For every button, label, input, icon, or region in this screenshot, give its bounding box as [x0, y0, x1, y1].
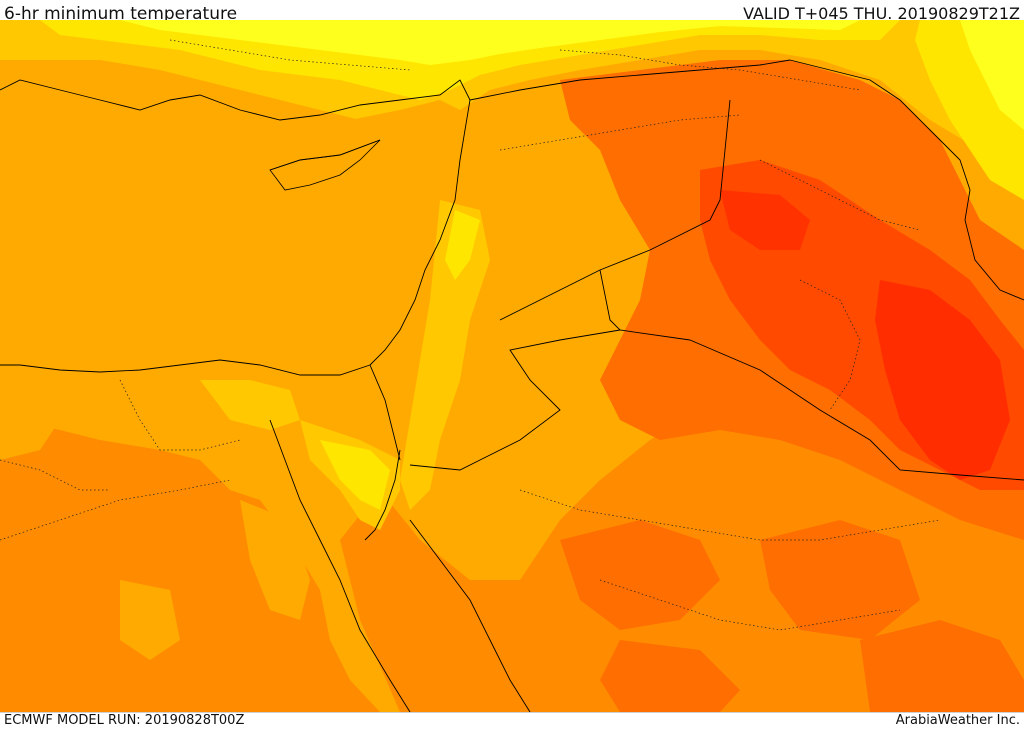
turkey-south-coast	[0, 79, 471, 121]
cyprus-outline	[269, 139, 381, 171]
egypt-north-coast	[0, 359, 371, 376]
levant-coast	[369, 99, 471, 366]
dotted-boundary-2	[119, 379, 241, 451]
syria-turkey-border	[469, 59, 791, 101]
egypt-orange-zone	[0, 420, 380, 712]
map-canvas	[0, 20, 1024, 712]
dotted-boundary-7	[0, 459, 110, 491]
jordan-saudi-border	[409, 329, 621, 471]
internal-boundaries	[0, 39, 941, 631]
sinai-light-yellow-zone	[320, 440, 390, 510]
footer-bar: ECMWF MODEL RUN: 20190828T00Z ArabiaWeat…	[0, 712, 1024, 729]
dotted-boundary-9	[169, 39, 411, 71]
egypt-streak-2	[120, 580, 180, 660]
dotted-boundary-8	[799, 279, 861, 411]
dotted-boundary-6	[599, 579, 901, 631]
arabia-streak-3	[600, 640, 740, 712]
map-title: 6-hr minimum temperature	[4, 4, 238, 20]
dotted-boundary-3	[499, 114, 741, 151]
arabia-streak-2	[760, 520, 920, 640]
iraq-iran-border	[789, 59, 1024, 301]
turkey-bright-yellow-zone	[120, 20, 860, 65]
borders	[0, 59, 1024, 712]
valid-time-label: VALID T+045 THU. 20190829T21Z	[743, 4, 1020, 20]
dotted-boundary-5	[519, 489, 941, 541]
lebanon-yellow-zone	[445, 210, 480, 280]
model-run-label: ECMWF MODEL RUN: 20190828T00Z	[4, 713, 245, 728]
red-sea-east	[409, 519, 531, 712]
jordan-iraq-border	[599, 269, 691, 341]
arabia-streak-1	[560, 520, 720, 630]
dotted-boundary-4	[759, 159, 921, 231]
red-core	[875, 280, 1010, 480]
credit-label: ArabiaWeather Inc.	[895, 713, 1020, 728]
dotted-boundary-10	[559, 49, 861, 91]
levant-yellow-zone	[400, 200, 490, 510]
egypt-streak-3	[0, 410, 60, 460]
header-bar: 6-hr minimum temperature VALID T+045 THU…	[0, 0, 1024, 20]
caucasus-bright-zone	[960, 20, 1024, 130]
saudi-iraq-border	[689, 339, 1024, 481]
syria-iraq-border	[499, 99, 731, 321]
arabia-streak-4	[860, 620, 1024, 712]
temperature-map[interactable]	[0, 20, 1024, 712]
egypt-streak-1	[240, 500, 310, 620]
nile-delta-yellow	[200, 380, 300, 430]
red-spot-north	[720, 190, 810, 250]
gulf-of-aqaba	[364, 449, 401, 541]
gulf-of-suez-west	[269, 419, 411, 712]
dotted-boundary-1	[0, 479, 231, 541]
israel-egypt-border	[369, 364, 401, 461]
